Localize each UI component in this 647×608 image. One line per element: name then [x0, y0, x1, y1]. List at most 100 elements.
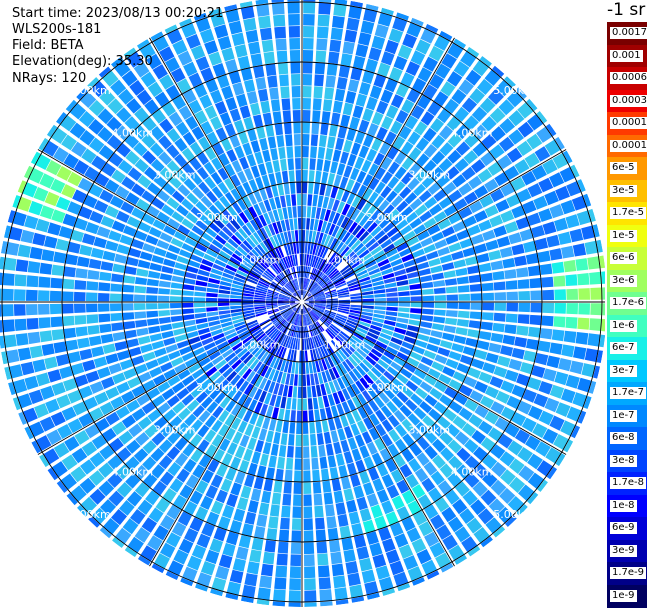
range-gate: [333, 278, 345, 286]
range-gate: [343, 139, 353, 153]
range-gate: [354, 434, 365, 448]
range-gate: [239, 263, 251, 272]
range-gate: [407, 177, 420, 191]
range-gate: [230, 188, 241, 201]
range-gate: [332, 353, 341, 365]
range-gate: [269, 394, 277, 407]
range-gate: [212, 263, 225, 272]
range-gate: [17, 393, 33, 409]
range-gate: [184, 528, 199, 543]
range-gate: [311, 286, 321, 294]
range-gate: [336, 285, 348, 291]
range-gate: [569, 360, 584, 375]
range-gate: [299, 350, 302, 362]
range-gate: [194, 312, 207, 319]
range-gate: [455, 141, 471, 156]
range-gate: [186, 192, 199, 205]
range-gate: [98, 480, 115, 497]
range-gate: [314, 297, 326, 300]
range-gate: [358, 249, 370, 259]
range-gate: [282, 421, 289, 434]
range-gate: [78, 412, 94, 428]
range-gate: [389, 67, 403, 82]
range-gate: [149, 333, 163, 342]
range-gate: [314, 303, 326, 306]
range-gate: [242, 584, 256, 599]
colorbar-label: 0.0006: [610, 72, 647, 85]
range-gate: [297, 338, 300, 350]
range-gate: [275, 171, 283, 184]
range-gate: [488, 498, 505, 515]
range-gate: [148, 226, 162, 238]
range-gate: [330, 323, 341, 332]
range-gate: [349, 256, 360, 266]
range-gate: [190, 254, 203, 263]
range-gate: [136, 39, 150, 50]
range-gate: [208, 243, 221, 254]
range-gate: [189, 433, 203, 448]
range-gate: [205, 78, 219, 93]
range-gate: [220, 317, 232, 324]
range-gate: [417, 67, 433, 83]
range-gate: [44, 191, 60, 207]
range-gate: [445, 310, 458, 318]
range-gate: [20, 361, 35, 376]
range-ring-label: 3.00km: [409, 169, 451, 182]
range-gate: [234, 231, 245, 242]
range-gate: [324, 344, 332, 356]
range-gate: [518, 484, 535, 501]
range-gate: [308, 230, 313, 243]
range-gate: [358, 344, 370, 355]
range-gate: [386, 297, 398, 302]
range-gate: [353, 332, 365, 341]
range-gate: [251, 537, 264, 551]
range-gate: [235, 324, 247, 331]
range-gate: [458, 302, 470, 310]
range-gate: [297, 314, 300, 326]
range-gate: [39, 173, 55, 189]
range-gate: [463, 191, 478, 205]
range-gate: [262, 255, 272, 266]
range-gate: [287, 385, 293, 398]
range-gate: [401, 341, 414, 350]
range-gate: [302, 298, 314, 302]
range-gate: [313, 493, 323, 506]
range-gate: [422, 295, 434, 301]
range-gate: [353, 534, 367, 549]
range-gate: [380, 238, 393, 249]
range-gate: [409, 242, 423, 253]
range-gate: [264, 392, 272, 405]
range-gate: [134, 303, 146, 311]
range-gate: [194, 291, 206, 297]
range-gate: [470, 499, 486, 516]
range-gate: [494, 417, 510, 432]
range-gate: [250, 219, 260, 231]
range-gate: [334, 416, 343, 430]
range-gate: [210, 12, 226, 28]
range-gate: [321, 371, 328, 383]
range-gate: [325, 184, 333, 197]
range-gate: [302, 302, 306, 314]
range-gate: [237, 198, 247, 211]
range-gate: [378, 527, 392, 541]
range-gate: [110, 396, 125, 410]
range-gate: [362, 108, 374, 122]
range-gate: [303, 494, 312, 506]
range-gate: [458, 182, 473, 196]
range-gate: [214, 101, 228, 115]
range-gate: [213, 217, 225, 229]
range-gate: [181, 198, 194, 211]
range-gate: [296, 422, 302, 435]
range-gate: [254, 526, 266, 539]
range-gate: [182, 284, 195, 291]
range-gate: [342, 345, 353, 356]
range-gate: [492, 322, 505, 333]
range-gate: [330, 186, 339, 199]
range-gate: [210, 588, 223, 597]
range-gate: [231, 201, 243, 214]
range-gate: [302, 350, 305, 362]
range-gate: [345, 275, 357, 282]
range-gate: [408, 319, 421, 326]
range-gate: [146, 53, 162, 70]
range-gate: [432, 438, 446, 453]
